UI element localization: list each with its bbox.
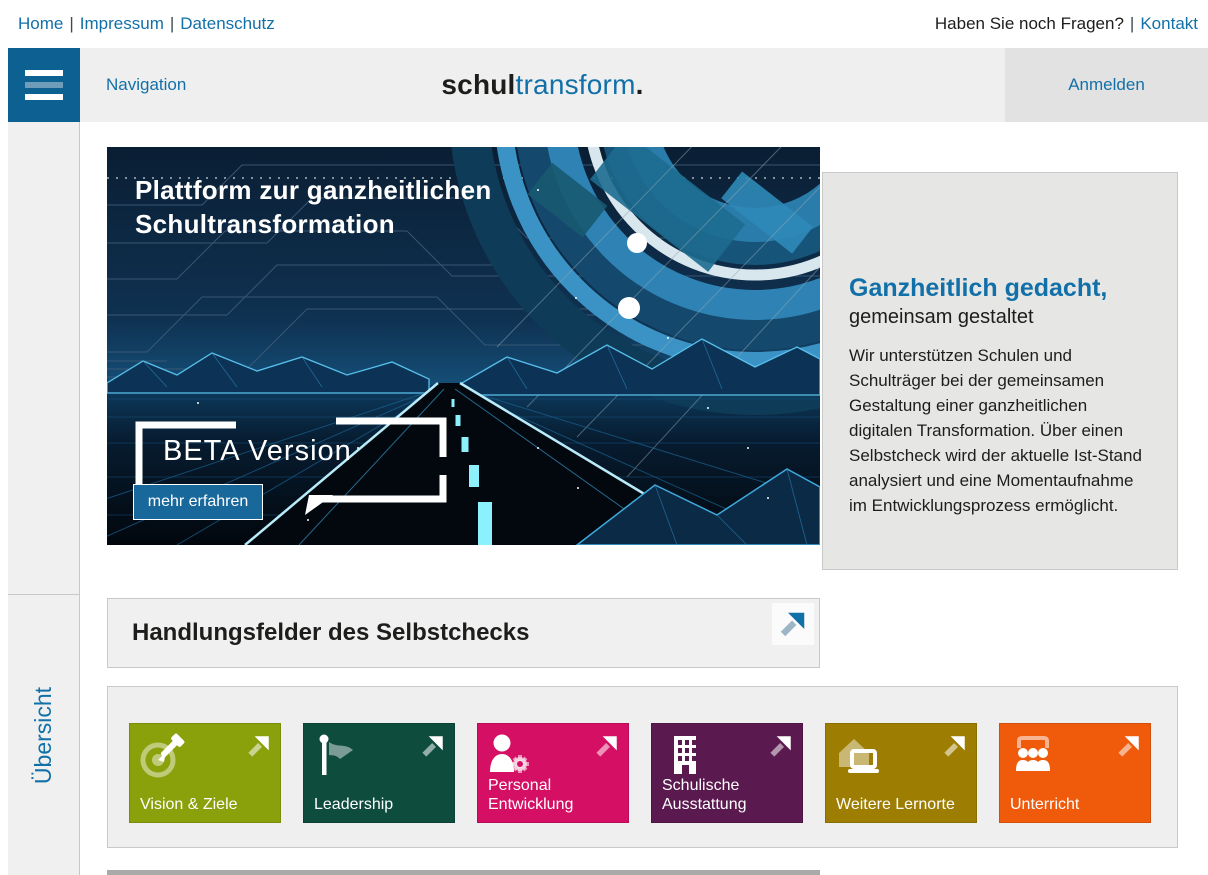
top-links-right: Haben Sie noch Fragen? | Kontakt — [935, 14, 1198, 34]
tile-label: Personal Entwicklung — [488, 777, 574, 813]
separator: | — [1129, 14, 1135, 33]
mehr-erfahren-button[interactable]: mehr erfahren — [133, 484, 263, 520]
diagonal-arrow-icon — [248, 736, 269, 757]
speech-bubble-frame-icon — [135, 417, 447, 515]
sidebar-item-uebersicht[interactable]: Übersicht — [8, 596, 79, 875]
handlungsfelder-section-header: Handlungsfelder des Selbstchecks — [107, 598, 820, 668]
flag-icon — [319, 734, 353, 775]
intro-heading-rest: gemeinsam gestaltet — [849, 306, 1034, 328]
intro-heading-accent: Ganzheitlich gedacht, — [849, 274, 1108, 302]
tile-label: Weitere Lernorte — [836, 796, 955, 813]
diagonal-arrow-icon — [780, 612, 805, 637]
tile-unterricht[interactable]: Unterricht — [999, 723, 1151, 823]
next-section-edge — [107, 870, 820, 875]
hero-title: Plattform zur ganzheitlichen Schultransf… — [135, 173, 492, 241]
tile-row: Vision & Ziele Leadership — [129, 723, 1151, 823]
kontakt-link[interactable]: Kontakt — [1140, 14, 1198, 33]
hamburger-icon — [25, 94, 63, 100]
diagonal-arrow-icon — [944, 736, 965, 757]
building-icon — [674, 736, 696, 774]
header-band: Navigation schultransform. — [80, 48, 1005, 122]
diagonal-arrow-icon — [596, 736, 617, 757]
diagonal-arrow-icon — [422, 736, 443, 757]
main-header: Navigation schultransform. Anmelden — [8, 48, 1208, 122]
hamburger-icon — [25, 82, 63, 88]
house-laptop-icon — [839, 739, 879, 773]
tile-leadership[interactable]: Leadership — [303, 723, 455, 823]
people-board-icon — [1016, 736, 1050, 771]
tile-label: Vision & Ziele — [140, 796, 238, 813]
hero-title-line2: Schultransformation — [135, 209, 395, 239]
handlungsfelder-tiles-container: Vision & Ziele Leadership — [107, 686, 1178, 848]
person-gear-icon — [490, 734, 529, 773]
handlungsfelder-title: Handlungsfelder des Selbstchecks — [132, 619, 530, 646]
target-dart-icon — [140, 733, 185, 778]
top-utility-bar: Home | Impressum | Datenschutz Haben Sie noc… — [8, 0, 1198, 48]
separator: | — [169, 14, 175, 33]
schultransform-logo[interactable]: schultransform. — [441, 69, 643, 101]
datenschutz-link[interactable]: Datenschutz — [180, 14, 275, 33]
tile-personal-entwicklung[interactable]: Personal Entwicklung — [477, 723, 629, 823]
logo-part-bold: schul — [441, 69, 516, 100]
navigation-label[interactable]: Navigation — [106, 75, 187, 94]
tile-label: Leadership — [314, 796, 394, 813]
impressum-link[interactable]: Impressum — [79, 14, 164, 33]
hero-banner: Plattform zur ganzheitlichen Schultransf… — [107, 147, 820, 545]
section-expand-button[interactable] — [772, 603, 814, 645]
home-link[interactable]: Home — [18, 14, 64, 33]
hamburger-menu-button[interactable] — [8, 48, 80, 122]
separator: | — [69, 14, 74, 33]
questions-text: Haben Sie noch Fragen? — [934, 14, 1124, 33]
intro-body-text: Wir unterstützen Schulen und Schulträger… — [849, 346, 1142, 515]
sidebar-spacer — [8, 122, 79, 595]
tile-label: Schulische Ausstattung — [662, 777, 747, 813]
beta-version-label: BETA Version — [163, 435, 352, 467]
left-sidebar: Übersicht — [8, 122, 80, 875]
diagonal-arrow-icon — [770, 736, 791, 757]
diagonal-arrow-icon — [1118, 736, 1139, 757]
tile-vision-ziele[interactable]: Vision & Ziele — [129, 723, 281, 823]
intro-panel: Ganzheitlich gedacht, gemeinsam gestalte… — [822, 172, 1178, 570]
logo-part-dot: . — [635, 69, 644, 100]
tile-weitere-lernorte[interactable]: Weitere Lernorte — [825, 723, 977, 823]
hamburger-icon — [25, 70, 63, 76]
beta-version-badge: BETA Version — [131, 415, 461, 517]
top-links-left: Home | Impressum | Datenschutz — [8, 14, 275, 34]
tile-schulische-ausstattung[interactable]: Schulische Ausstattung — [651, 723, 803, 823]
logo-part-accent: transform — [515, 69, 636, 100]
hero-road-illustration — [107, 147, 820, 545]
login-button[interactable]: Anmelden — [1005, 48, 1208, 122]
tile-label: Unterricht — [1010, 796, 1080, 813]
hero-title-line1: Plattform zur ganzheitlichen — [135, 175, 492, 205]
uebersicht-label: Übersicht — [30, 686, 56, 785]
